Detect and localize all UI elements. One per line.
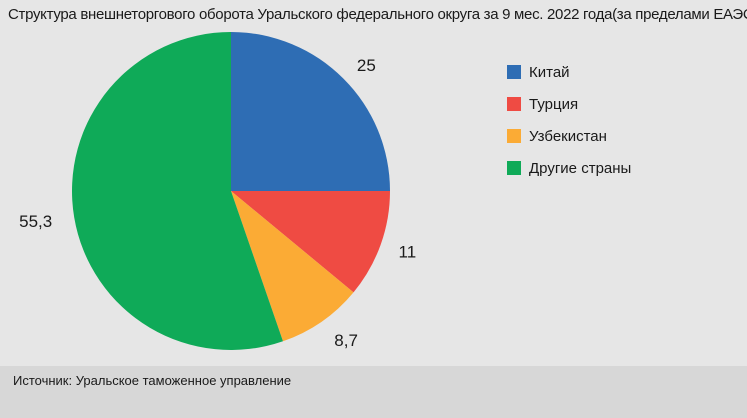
data-label-china: 25 bbox=[357, 56, 376, 75]
chart-title: Структура внешнеторгового оборота Уральс… bbox=[8, 6, 747, 23]
pie-slice-other bbox=[71, 32, 283, 351]
data-label-turkey: 11 bbox=[399, 242, 417, 261]
legend-swatch-uzbekistan bbox=[507, 129, 521, 143]
pie-slice-china bbox=[231, 32, 390, 191]
data-label-other: 55,3 bbox=[19, 212, 52, 231]
pie-slice-uzbekistan bbox=[231, 191, 354, 342]
legend-item-other: Другие страны bbox=[507, 152, 631, 184]
legend-swatch-other bbox=[507, 161, 521, 175]
legend-item-uzbekistan: Узбекистан bbox=[507, 120, 631, 152]
source-note: Источник: Уральское таможенное управлени… bbox=[13, 373, 292, 388]
legend-item-turkey: Турция bbox=[507, 88, 631, 120]
legend-swatch-turkey bbox=[507, 97, 521, 111]
legend-swatch-china bbox=[507, 65, 521, 79]
pie-chart: 25 11 8,7 55,3 bbox=[19, 32, 417, 351]
pie-slice-turkey bbox=[231, 191, 390, 293]
data-label-uzbekistan: 8,7 bbox=[334, 331, 358, 350]
legend-label-other: Другие страны bbox=[529, 159, 632, 177]
legend-label-china: Китай bbox=[529, 63, 570, 81]
footer: Источник: Уральское таможенное управлени… bbox=[0, 366, 747, 418]
chart-legend: Китай Турция Узбекистан Другие страны bbox=[507, 56, 631, 184]
legend-item-china: Китай bbox=[507, 56, 631, 88]
legend-label-uzbekistan: Узбекистан bbox=[529, 127, 607, 145]
legend-label-turkey: Турция bbox=[529, 95, 579, 113]
